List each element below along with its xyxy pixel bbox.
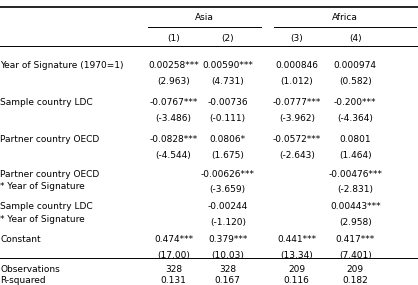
Text: Sample country LDC: Sample country LDC bbox=[0, 202, 93, 211]
Text: (1.675): (1.675) bbox=[212, 151, 244, 160]
Text: (2.958): (2.958) bbox=[339, 218, 372, 227]
Text: (-4.544): (-4.544) bbox=[155, 151, 191, 160]
Text: (1.464): (1.464) bbox=[339, 151, 372, 160]
Text: (2.963): (2.963) bbox=[157, 77, 190, 86]
Text: 0.116: 0.116 bbox=[284, 276, 310, 285]
Text: -0.0572***: -0.0572*** bbox=[273, 135, 321, 144]
Text: -0.200***: -0.200*** bbox=[334, 98, 377, 107]
Text: 0.417***: 0.417*** bbox=[336, 235, 375, 244]
Text: * Year of Signature: * Year of Signature bbox=[0, 182, 85, 192]
Text: 209: 209 bbox=[347, 265, 364, 274]
Text: -0.0777***: -0.0777*** bbox=[273, 98, 321, 107]
Text: -0.00476***: -0.00476*** bbox=[328, 170, 382, 179]
Text: (2): (2) bbox=[222, 34, 234, 43]
Text: -0.0828***: -0.0828*** bbox=[149, 135, 198, 144]
Text: (-1.120): (-1.120) bbox=[210, 218, 246, 227]
Text: * Year of Signature: * Year of Signature bbox=[0, 215, 85, 224]
Text: 328: 328 bbox=[219, 265, 236, 274]
Text: (17.00): (17.00) bbox=[157, 251, 190, 260]
Text: Africa: Africa bbox=[332, 13, 358, 22]
Text: (7.401): (7.401) bbox=[339, 251, 372, 260]
Text: 0.379***: 0.379*** bbox=[208, 235, 247, 244]
Text: (13.34): (13.34) bbox=[280, 251, 313, 260]
Text: 0.167: 0.167 bbox=[215, 276, 241, 285]
Text: R-squared: R-squared bbox=[0, 276, 46, 285]
Text: -0.00244: -0.00244 bbox=[208, 202, 248, 211]
Text: -0.00626***: -0.00626*** bbox=[201, 170, 255, 179]
Text: Asia: Asia bbox=[195, 13, 214, 22]
Text: -0.0767***: -0.0767*** bbox=[149, 98, 198, 107]
Text: Partner country OECD: Partner country OECD bbox=[0, 170, 99, 179]
Text: 0.00590***: 0.00590*** bbox=[202, 61, 253, 70]
Text: 0.131: 0.131 bbox=[161, 276, 186, 285]
Text: 0.182: 0.182 bbox=[342, 276, 368, 285]
Text: 328: 328 bbox=[165, 265, 182, 274]
Text: 0.0806*: 0.0806* bbox=[210, 135, 246, 144]
Text: (-2.643): (-2.643) bbox=[279, 151, 315, 160]
Text: (-4.364): (-4.364) bbox=[337, 114, 373, 123]
Text: (-3.659): (-3.659) bbox=[210, 185, 246, 194]
Text: 209: 209 bbox=[288, 265, 305, 274]
Text: Year of Signature (1970=1): Year of Signature (1970=1) bbox=[0, 61, 124, 70]
Text: (4.731): (4.731) bbox=[212, 77, 244, 86]
Text: (1.012): (1.012) bbox=[280, 77, 313, 86]
Text: Partner country OECD: Partner country OECD bbox=[0, 135, 99, 144]
Text: -0.00736: -0.00736 bbox=[207, 98, 248, 107]
Text: (3): (3) bbox=[291, 34, 303, 43]
Text: (4): (4) bbox=[349, 34, 362, 43]
Text: 0.000974: 0.000974 bbox=[334, 61, 377, 70]
Text: 0.000846: 0.000846 bbox=[275, 61, 318, 70]
Text: 0.441***: 0.441*** bbox=[277, 235, 316, 244]
Text: 0.00258***: 0.00258*** bbox=[148, 61, 199, 70]
Text: (-0.111): (-0.111) bbox=[210, 114, 246, 123]
Text: 0.474***: 0.474*** bbox=[154, 235, 193, 244]
Text: (10.03): (10.03) bbox=[212, 251, 244, 260]
Text: 0.0801: 0.0801 bbox=[339, 135, 371, 144]
Text: Sample country LDC: Sample country LDC bbox=[0, 98, 93, 107]
Text: Constant: Constant bbox=[0, 235, 41, 244]
Text: (-3.486): (-3.486) bbox=[155, 114, 191, 123]
Text: (-3.962): (-3.962) bbox=[279, 114, 315, 123]
Text: (1): (1) bbox=[167, 34, 180, 43]
Text: 0.00443***: 0.00443*** bbox=[330, 202, 381, 211]
Text: Observations: Observations bbox=[0, 265, 60, 274]
Text: (0.582): (0.582) bbox=[339, 77, 372, 86]
Text: (-2.831): (-2.831) bbox=[337, 185, 373, 194]
